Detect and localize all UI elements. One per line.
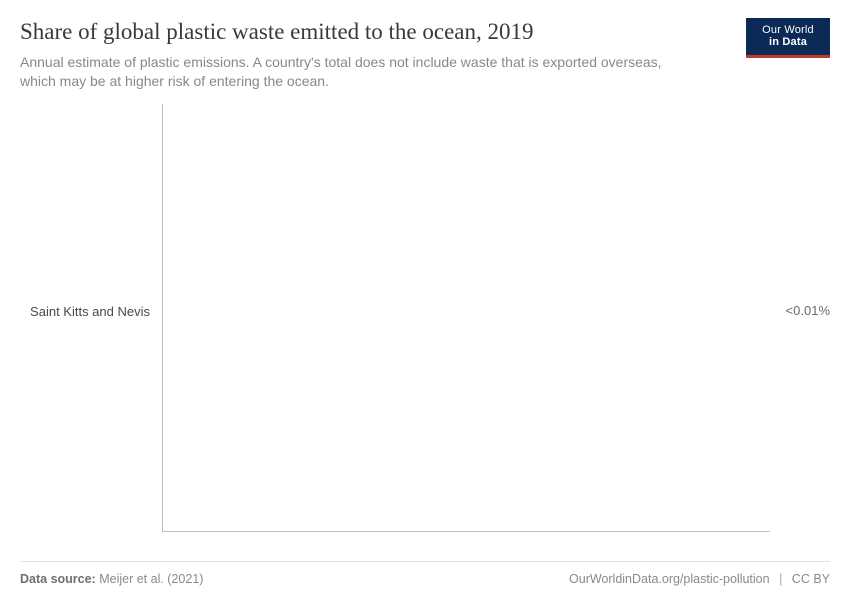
footer-separator: | <box>779 572 782 586</box>
value-label: <0.01% <box>786 303 830 318</box>
chart-title: Share of global plastic waste emitted to… <box>20 18 830 47</box>
header: Share of global plastic waste emitted to… <box>20 18 830 92</box>
bar-row: Saint Kitts and Nevis <box>20 166 770 456</box>
owid-logo: Our World in Data <box>746 18 830 58</box>
logo-line-1: Our World <box>752 24 824 36</box>
x-axis <box>162 531 770 532</box>
logo-line-2: in Data <box>752 36 824 48</box>
category-label: Saint Kitts and Nevis <box>20 304 162 319</box>
source-label: Data source: <box>20 572 96 586</box>
footer-attribution: OurWorldinData.org/plastic-pollution | C… <box>569 572 830 586</box>
chart-area: Saint Kitts and Nevis <0.01% <box>20 104 830 544</box>
footer-link[interactable]: OurWorldinData.org/plastic-pollution <box>569 572 770 586</box>
chart-subtitle: Annual estimate of plastic emissions. A … <box>20 53 700 92</box>
footer: Data source: Meijer et al. (2021) OurWor… <box>20 561 830 586</box>
source-value: Meijer et al. (2021) <box>99 572 203 586</box>
page-root: Share of global plastic waste emitted to… <box>0 0 850 600</box>
footer-source: Data source: Meijer et al. (2021) <box>20 572 203 586</box>
footer-license: CC BY <box>792 572 830 586</box>
